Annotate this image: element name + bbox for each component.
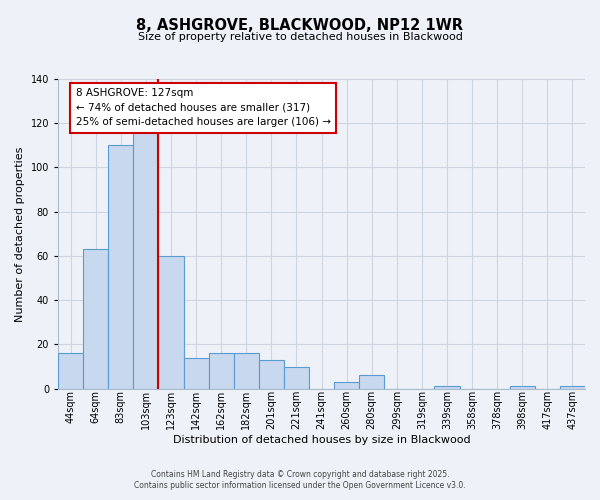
Bar [108, 146, 133, 388]
Bar [334, 382, 359, 388]
Bar [434, 386, 460, 388]
Text: Size of property relative to detached houses in Blackwood: Size of property relative to detached ho… [137, 32, 463, 42]
Bar [209, 354, 234, 388]
Bar [158, 256, 184, 388]
Bar [259, 360, 284, 388]
Bar [284, 366, 309, 388]
Text: Contains public sector information licensed under the Open Government Licence v3: Contains public sector information licen… [134, 481, 466, 490]
Bar [83, 250, 108, 388]
Bar [58, 354, 83, 388]
Bar [560, 386, 585, 388]
Bar [133, 132, 158, 388]
Text: 8, ASHGROVE, BLACKWOOD, NP12 1WR: 8, ASHGROVE, BLACKWOOD, NP12 1WR [137, 18, 464, 32]
Text: Contains HM Land Registry data © Crown copyright and database right 2025.: Contains HM Land Registry data © Crown c… [151, 470, 449, 479]
Bar [234, 354, 259, 388]
X-axis label: Distribution of detached houses by size in Blackwood: Distribution of detached houses by size … [173, 435, 470, 445]
Y-axis label: Number of detached properties: Number of detached properties [15, 146, 25, 322]
Text: 8 ASHGROVE: 127sqm
← 74% of detached houses are smaller (317)
25% of semi-detach: 8 ASHGROVE: 127sqm ← 74% of detached hou… [76, 88, 331, 128]
Bar [359, 376, 384, 388]
Bar [510, 386, 535, 388]
Bar [184, 358, 209, 388]
